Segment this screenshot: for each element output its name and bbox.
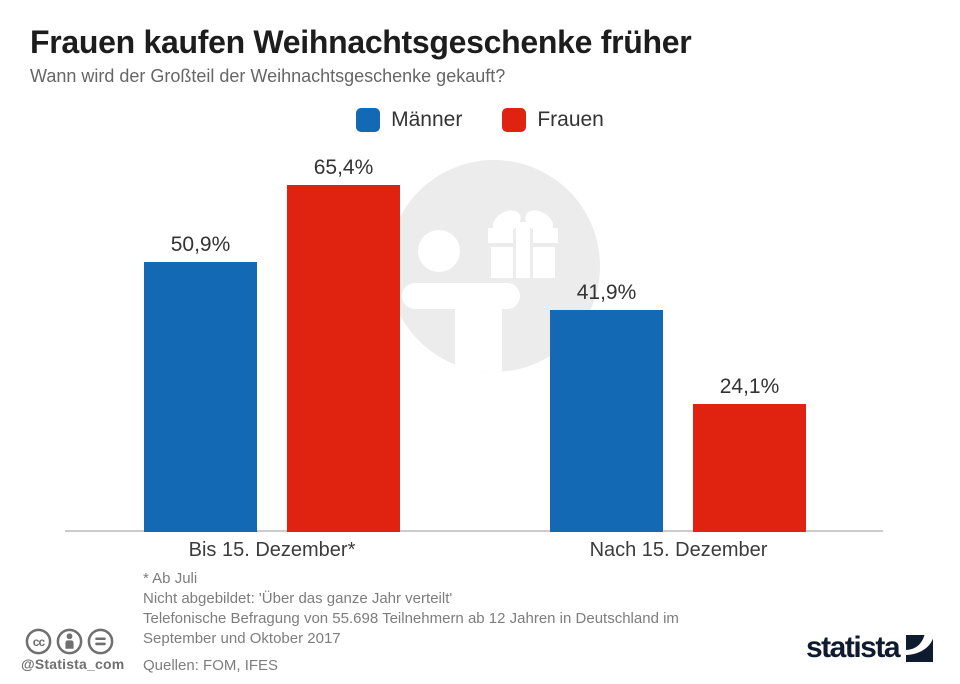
statista-logo-text: statista [806, 631, 901, 664]
legend-item-frauen: Frauen [502, 108, 604, 132]
bar-maenner-nach-15-dez: 41,9% [550, 281, 663, 532]
equals-icon [87, 628, 114, 655]
legend-swatch-frauen [502, 108, 527, 132]
source-line: Quellen: FOM, IFES [143, 657, 279, 674]
legend-label-maenner: Männer [391, 108, 463, 131]
statista-logo[interactable]: statista [806, 631, 934, 664]
bar-frauen-bis-15-dez: 65,4% [287, 156, 400, 532]
cc-license-badge[interactable]: cc [24, 627, 115, 656]
legend-label-frauen: Frauen [537, 108, 604, 131]
bar-maenner-bis-15-dez: 50,9% [144, 233, 257, 532]
category-label-bis-15-dez: Bis 15. Dezember* [188, 539, 356, 561]
footnote-method: Telefonische Befragung von 55.698 Teilne… [143, 610, 679, 647]
gift-watermark-icon [388, 160, 600, 372]
legend-item-maenner: Männer [356, 108, 462, 132]
cc-icon: cc [25, 628, 52, 655]
bar-frauen-nach-15-dez: 24,1% [693, 375, 806, 532]
category-label-nach-15-dez: Nach 15. Dezember [589, 539, 768, 561]
footnotes: * Ab Juli Nicht abgebildet: 'Über das ga… [143, 569, 718, 676]
bar-value-label: 50,9% [170, 233, 231, 256]
bar-value-label: 41,9% [576, 281, 637, 304]
legend-swatch-maenner [356, 108, 381, 132]
legend: Männer Frauen [0, 108, 960, 132]
statista-handle[interactable]: @Statista_com [21, 656, 125, 672]
bar-value-label: 24,1% [719, 375, 780, 398]
chart-subtitle: Wann wird der Großteil der Weihnachtsges… [30, 66, 506, 86]
bar-chart: 50,9% 65,4% 41,9% 24,1% [0, 150, 960, 532]
attribution-icon [56, 628, 83, 655]
statista-logo-mark [906, 634, 934, 662]
footnote-asterisk: * Ab Juli [143, 570, 198, 587]
x-axis-line [65, 530, 883, 532]
svg-text:cc: cc [33, 635, 46, 649]
bar-value-label: 65,4% [313, 156, 374, 179]
footnote-not-shown: Nicht abgebildet: 'Über das ganze Jahr v… [143, 590, 453, 607]
chart-title: Frauen kaufen Weihnachtsgeschenke früher [30, 24, 692, 60]
